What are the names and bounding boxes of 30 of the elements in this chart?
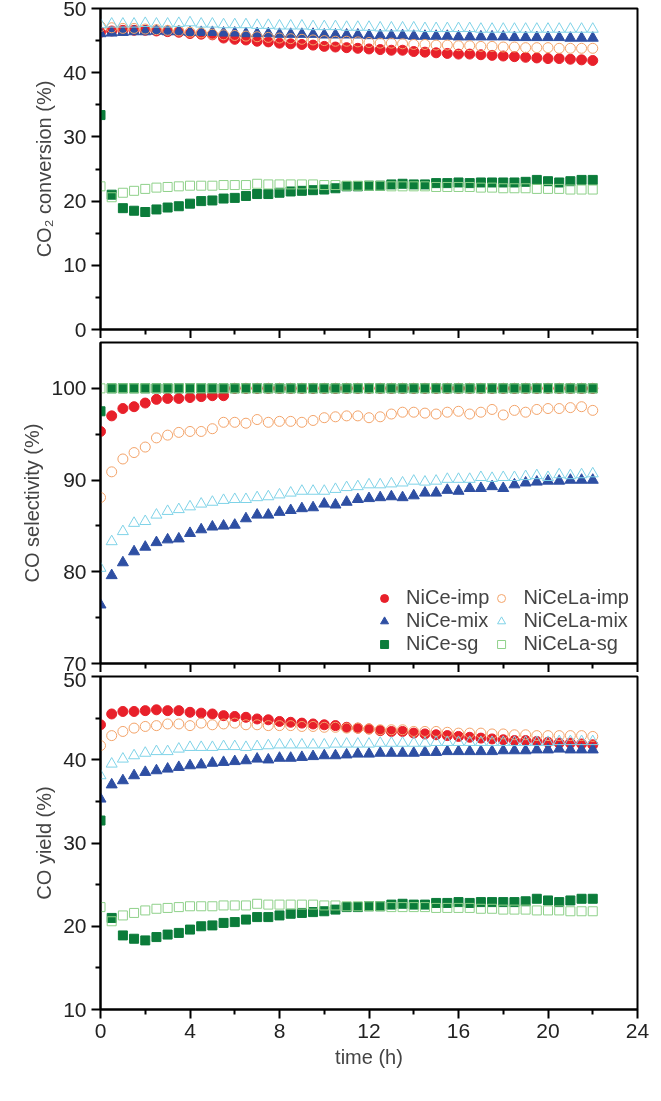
y-tick-label: 40 xyxy=(63,747,87,771)
y-tick-label: 50 xyxy=(63,0,87,20)
legend-label: NiCe-mix xyxy=(406,609,489,632)
y-tick-label: 10 xyxy=(63,253,87,277)
x-tick-label: 16 xyxy=(446,1018,471,1042)
y-tick-label: 20 xyxy=(63,189,87,213)
y-tick-label: 10 xyxy=(63,997,87,1021)
legend-label: NiCe-imp xyxy=(406,586,490,609)
y-tick-label: 40 xyxy=(63,60,87,84)
legend-label: NiCe-sg xyxy=(406,632,479,655)
y-axis-title: CO₂ conversion (%) xyxy=(33,80,56,258)
x-tick-label: 4 xyxy=(184,1018,197,1042)
y-tick-label: 0 xyxy=(74,317,87,341)
legend-label: NiCeLa-mix xyxy=(523,609,628,632)
y-tick-label: 90 xyxy=(63,468,87,492)
y-tick-label: 80 xyxy=(63,559,87,583)
x-axis-title: time (h) xyxy=(335,1045,403,1068)
y-tick-label: 100 xyxy=(51,376,87,400)
x-tick-label: 8 xyxy=(273,1018,286,1042)
y-tick-label: 30 xyxy=(63,124,87,148)
x-tick-label: 0 xyxy=(94,1018,107,1042)
x-tick-label: 20 xyxy=(536,1018,560,1042)
legend-label: NiCeLa-sg xyxy=(523,632,618,655)
y-axis-title: CO yield (%) xyxy=(33,786,56,900)
x-tick-label: 24 xyxy=(625,1018,650,1042)
y-tick-label: 30 xyxy=(63,831,87,854)
x-tick-label: 12 xyxy=(357,1018,381,1042)
y-axis-title: CO selectivity (%) xyxy=(21,423,44,583)
legend-label: NiCeLa-imp xyxy=(523,586,629,609)
y-tick-label: 20 xyxy=(63,914,87,938)
